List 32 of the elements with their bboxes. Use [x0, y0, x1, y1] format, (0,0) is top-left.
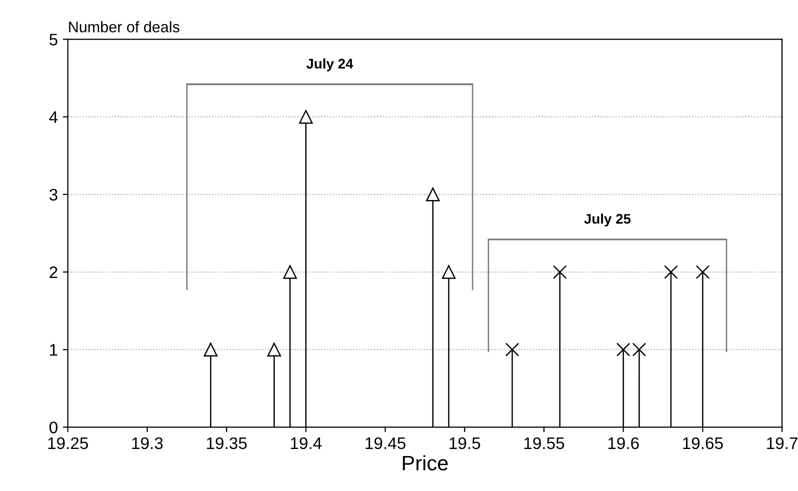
point	[552, 265, 567, 279]
y-tick-label: 2	[50, 266, 58, 278]
point	[632, 342, 646, 356]
point	[505, 342, 520, 356]
y-axis-title: Number of deals	[69, 21, 180, 32]
annotation: July 25	[584, 214, 631, 227]
x-tick-label: 19.25	[48, 437, 88, 450]
y-tick-label: 0	[49, 422, 58, 434]
x-tick-label: 19.55	[524, 437, 564, 450]
y-tick-label: 4	[49, 111, 58, 123]
point	[616, 342, 630, 356]
y-tick-label: 1	[50, 344, 58, 356]
point	[696, 265, 710, 279]
point	[267, 342, 282, 356]
x-axis-title: Price	[402, 455, 448, 471]
point	[283, 265, 297, 279]
x-tick-label: 19.35	[206, 437, 247, 450]
annotation: July 24	[306, 58, 354, 72]
point	[442, 265, 456, 279]
x-tick-label: 19.3	[132, 437, 163, 450]
x-tick-label: 19.4	[290, 437, 322, 450]
point	[664, 265, 678, 279]
x-tick-label: 19.5	[450, 437, 480, 450]
y-tick-label: 5	[50, 34, 58, 46]
x-tick-label: 19.7	[767, 437, 798, 450]
point	[204, 342, 218, 356]
x-tick-label: 19.45	[366, 437, 406, 450]
point	[299, 110, 313, 124]
x-tick-label: 19.65	[683, 437, 723, 450]
point	[426, 188, 440, 202]
y-tick-label: 3	[49, 188, 58, 201]
x-tick-label: 19.6	[608, 437, 639, 450]
